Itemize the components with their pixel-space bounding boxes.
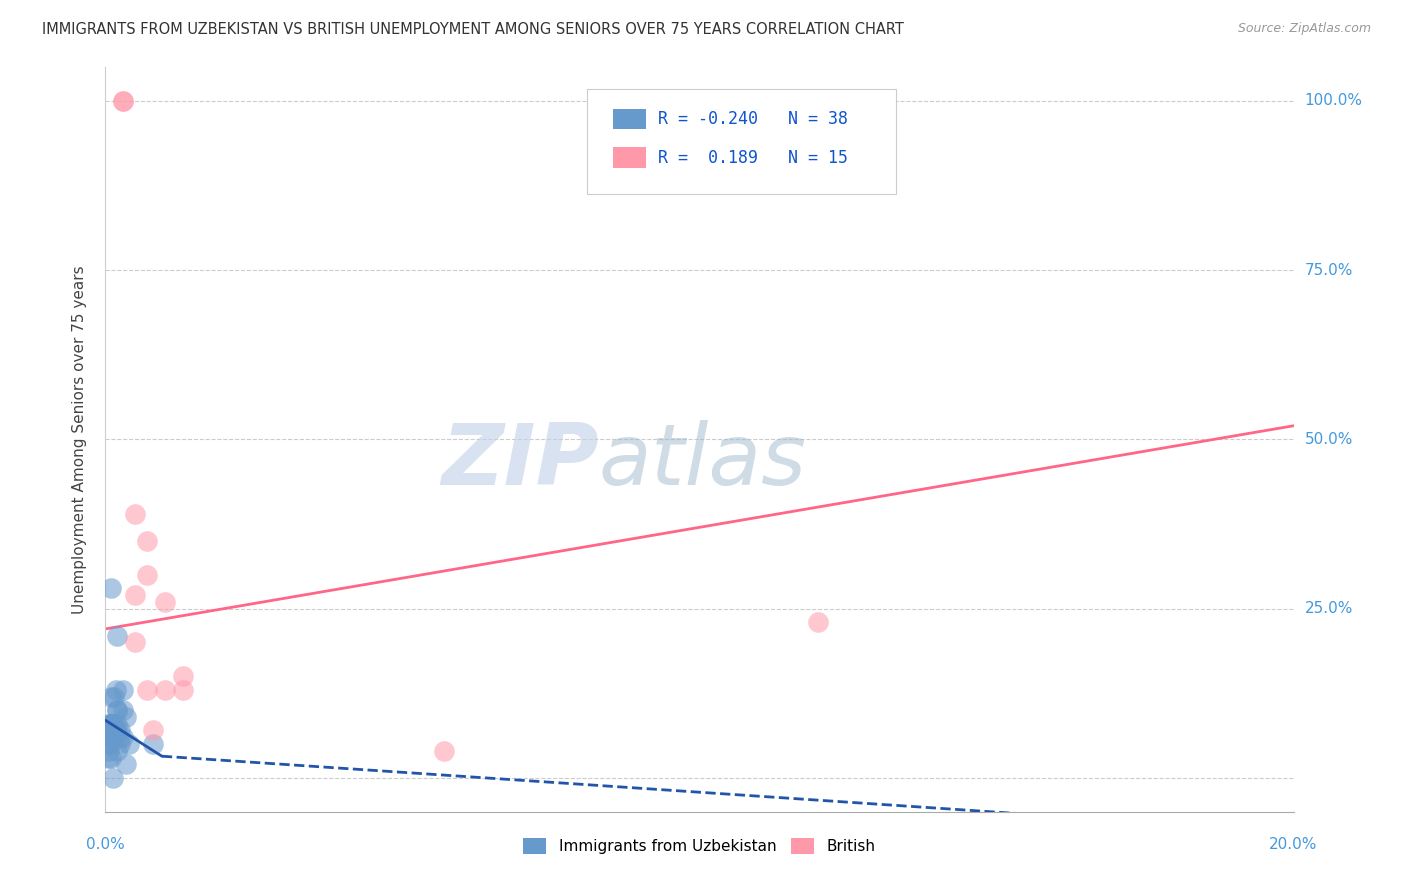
Point [172, 669, 194, 683]
Point [101, 723, 124, 738]
Point [110, 730, 132, 744]
Point [98, 737, 121, 751]
Point [100, 690, 122, 704]
Point [105, 629, 128, 643]
Legend: Immigrants from Uzbekistan, British: Immigrants from Uzbekistan, British [517, 831, 882, 860]
Point [136, 682, 159, 697]
Point [105, 723, 128, 738]
Point [105, 703, 128, 717]
FancyBboxPatch shape [613, 109, 645, 129]
Point [118, 737, 141, 751]
Point [153, 595, 176, 609]
Point [98, 723, 121, 738]
Point [105, 682, 128, 697]
Point [142, 723, 165, 738]
FancyBboxPatch shape [586, 89, 896, 194]
Point [105, 703, 128, 717]
Point [100, 716, 122, 731]
Text: Source: ZipAtlas.com: Source: ZipAtlas.com [1237, 22, 1371, 36]
Text: 100.0%: 100.0% [1305, 94, 1362, 108]
Text: 0.0%: 0.0% [86, 837, 125, 852]
Text: IMMIGRANTS FROM UZBEKISTAN VS BRITISH UNEMPLOYMENT AMONG SENIORS OVER 75 YEARS C: IMMIGRANTS FROM UZBEKISTAN VS BRITISH UN… [42, 22, 904, 37]
Point [115, 757, 138, 772]
Point [112, 730, 135, 744]
Point [100, 716, 122, 731]
Point [105, 744, 128, 758]
Point [115, 710, 138, 724]
Text: 20.0%: 20.0% [1270, 837, 1317, 852]
Point [124, 588, 146, 602]
Text: ZIP: ZIP [441, 420, 599, 503]
Point [433, 744, 456, 758]
Point [112, 703, 135, 717]
Text: R =  0.189   N = 15: R = 0.189 N = 15 [658, 149, 848, 167]
Text: 75.0%: 75.0% [1305, 262, 1353, 277]
Point [100, 582, 122, 596]
FancyBboxPatch shape [613, 147, 645, 169]
Point [100, 750, 122, 764]
Point [101, 730, 124, 744]
Point [112, 94, 135, 108]
Point [110, 737, 132, 751]
Point [97, 750, 120, 764]
Point [124, 507, 146, 521]
Point [97, 716, 120, 731]
Point [103, 730, 125, 744]
Text: 25.0%: 25.0% [1305, 601, 1353, 616]
Point [136, 533, 159, 548]
Point [98, 744, 121, 758]
Point [142, 737, 165, 751]
Point [100, 716, 122, 731]
Point [136, 567, 159, 582]
Point [103, 690, 125, 704]
Point [105, 716, 128, 731]
Point [112, 682, 135, 697]
Point [101, 771, 124, 785]
Text: 50.0%: 50.0% [1305, 432, 1353, 447]
Point [97, 737, 120, 751]
Point [98, 730, 121, 744]
Text: atlas: atlas [599, 420, 807, 503]
Point [110, 723, 132, 738]
Point [103, 716, 125, 731]
Point [124, 635, 146, 649]
Point [807, 615, 830, 629]
Point [100, 730, 122, 744]
Point [172, 682, 194, 697]
Point [153, 682, 176, 697]
Y-axis label: Unemployment Among Seniors over 75 years: Unemployment Among Seniors over 75 years [72, 265, 87, 614]
Text: R = -0.240   N = 38: R = -0.240 N = 38 [658, 110, 848, 128]
Point [100, 716, 122, 731]
Point [112, 94, 135, 108]
